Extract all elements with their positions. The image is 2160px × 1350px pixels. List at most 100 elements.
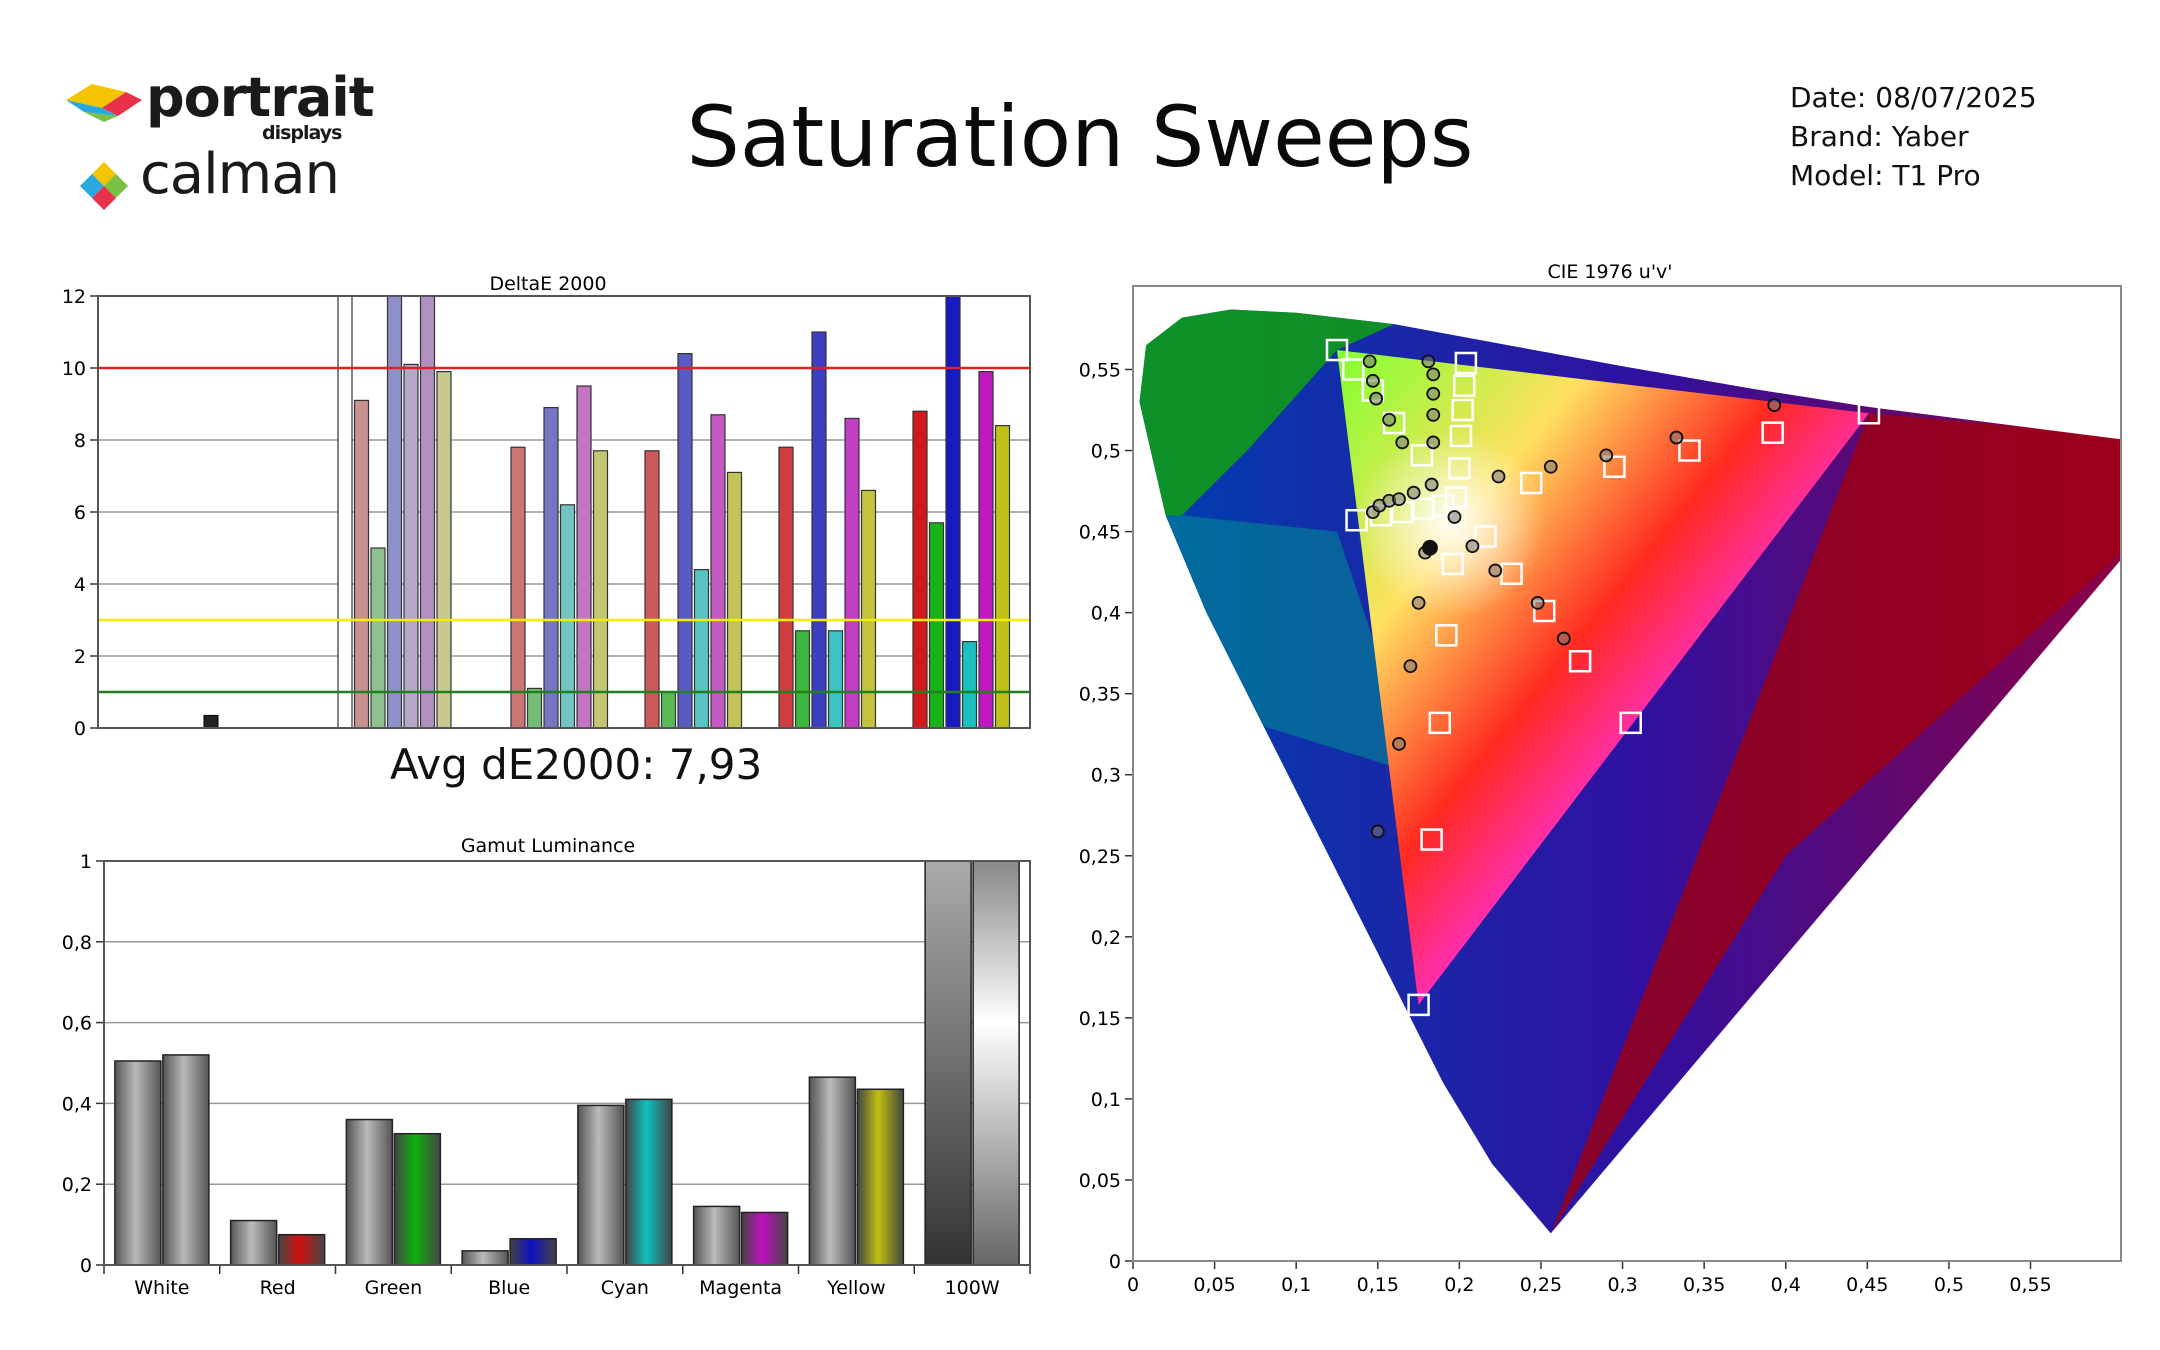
cie-target-point	[1410, 444, 1434, 467]
deltae-ytick-label: 6	[74, 502, 86, 524]
gamut-bar-measured	[345, 1118, 394, 1266]
gamut-bar-measured	[577, 1104, 625, 1266]
cie-measured-point	[1669, 430, 1684, 445]
cie-ytick-label: 0,45	[1079, 522, 1121, 544]
cie-green-region	[1139, 309, 1395, 516]
cie-target-point	[1568, 650, 1592, 673]
gamut-bar-target	[972, 860, 1020, 1266]
cie-target-point	[1454, 351, 1478, 375]
deltae-ytick-label: 4	[74, 574, 86, 596]
cie-target-point	[1407, 993, 1430, 1017]
cie-measured-point	[1426, 386, 1441, 401]
cie-xtick-label: 0,1	[1281, 1274, 1311, 1296]
cie-measured-point	[1426, 435, 1441, 450]
cie-white-glow	[1356, 428, 1547, 619]
cie-xtick-label: 0,15	[1357, 1274, 1399, 1296]
cie-measured-point	[1421, 354, 1436, 369]
gamut-bar-measured	[808, 1076, 857, 1266]
gamut-ytick-label: 0,8	[62, 932, 92, 954]
cie-ytick-label: 0,2	[1091, 927, 1121, 949]
cie-xtick-label: 0,45	[1846, 1274, 1888, 1296]
gamut-bar-target	[856, 1088, 905, 1266]
deltae-ytick-label: 12	[62, 286, 86, 308]
report-brand: Brand: Yaber	[1790, 120, 1969, 153]
cie-target-point	[1448, 457, 1471, 480]
calman-wordmark: calman	[140, 142, 340, 207]
gamut-bar-measured	[114, 1060, 162, 1266]
cie-target-point	[1619, 711, 1642, 735]
cie-target-point	[1519, 471, 1543, 495]
cie-target-point	[1441, 552, 1465, 576]
gamut-bar-target	[740, 1211, 789, 1266]
cie-target-point	[1678, 439, 1701, 462]
gamut-bar-target	[277, 1233, 326, 1266]
cie-measured-point	[1426, 367, 1441, 382]
deltae-chart-title: DeltaE 2000	[489, 273, 606, 295]
cie-ytick-label: 0,3	[1091, 765, 1121, 787]
cie-red-region	[1550, 413, 2121, 1234]
gamut-ytick-label: 0	[80, 1255, 92, 1277]
cie-ytick-label: 0,55	[1079, 359, 1121, 381]
cie-xtick-label: 0,2	[1444, 1274, 1474, 1296]
gamut-bar-target	[625, 1098, 673, 1266]
cie-ytick-label: 0,35	[1079, 684, 1121, 706]
gamut-ytick-label: 0,4	[62, 1093, 92, 1115]
cie-target-point	[1500, 562, 1523, 585]
cie-measured-point	[1403, 659, 1418, 674]
report-model: Model: T1 Pro	[1790, 159, 1981, 192]
gamut-bar-measured	[692, 1205, 741, 1266]
cie-target-point	[1761, 421, 1784, 444]
gamut-ytick-label: 0,6	[62, 1013, 92, 1035]
cie-target-point	[1603, 455, 1626, 478]
cie-measured-point	[1465, 539, 1480, 554]
cie-ytick-label: 0	[1109, 1251, 1121, 1273]
cie-xtick-label: 0,35	[1683, 1274, 1725, 1296]
deltae-ytick-label: 10	[62, 358, 86, 380]
cie-ytick-label: 0,25	[1079, 846, 1121, 868]
cie-target-point	[1420, 828, 1443, 851]
deltae-ytick-label: 8	[74, 430, 86, 452]
cie-target-point	[1474, 525, 1497, 548]
cie-measured-point	[1392, 737, 1406, 751]
cie-target-point	[1428, 711, 1452, 735]
avg-de2000: Avg dE2000: 7,93	[390, 740, 763, 789]
cie-measured-point	[1406, 485, 1421, 500]
cie-target-point	[1449, 424, 1473, 448]
cie-measured-point	[1426, 407, 1441, 422]
cie-target-point	[1451, 398, 1474, 422]
gamut-bar-measured	[229, 1219, 278, 1266]
cie-xtick-label: 0,5	[1934, 1274, 1964, 1296]
cie-measured-point	[1370, 824, 1385, 839]
displays-wordmark: displays	[262, 122, 342, 144]
cie-xtick-label: 0,55	[2009, 1274, 2051, 1296]
gamut-bar-target	[393, 1132, 442, 1266]
cie-measured-point	[1365, 373, 1380, 388]
cie-measured-point	[1369, 391, 1384, 406]
cie-target-point	[1435, 624, 1458, 647]
cie-measured-point	[1767, 398, 1782, 413]
cie-measured-point	[1411, 595, 1426, 610]
gamut-ytick-label: 0,2	[62, 1174, 92, 1196]
cie-ytick-label: 0,4	[1091, 603, 1121, 625]
gamut-xtick-label: Red	[260, 1277, 296, 1299]
cie-chart-title: CIE 1976 u'v'	[1547, 261, 1672, 283]
gamut-ytick-label: 1	[80, 851, 92, 873]
cie-measured-point	[1395, 435, 1410, 450]
cie-measured-point	[1530, 595, 1545, 610]
cie-xtick-label: 0	[1127, 1274, 1139, 1296]
gamut-xtick-label: Magenta	[699, 1277, 782, 1299]
gamut-xtick-label: Yellow	[826, 1277, 886, 1299]
cie-measured-point	[1382, 412, 1397, 427]
cie-measured-point	[1488, 563, 1503, 578]
portrait-displays-logo-mark	[66, 84, 142, 210]
cie-target-point	[1857, 401, 1881, 425]
cie-ytick-label: 0,1	[1091, 1089, 1121, 1111]
cie-measured-point	[1556, 631, 1571, 646]
cie-plot-frame	[1132, 285, 2122, 1262]
portrait-displays-logo: portrait displays calman	[64, 64, 384, 224]
gamut-luminance-title: Gamut Luminance	[461, 835, 635, 857]
cie-xtick-label: 0,25	[1520, 1274, 1562, 1296]
deltae-plot-frame	[97, 295, 1031, 729]
cie-measured-point	[1491, 469, 1506, 484]
